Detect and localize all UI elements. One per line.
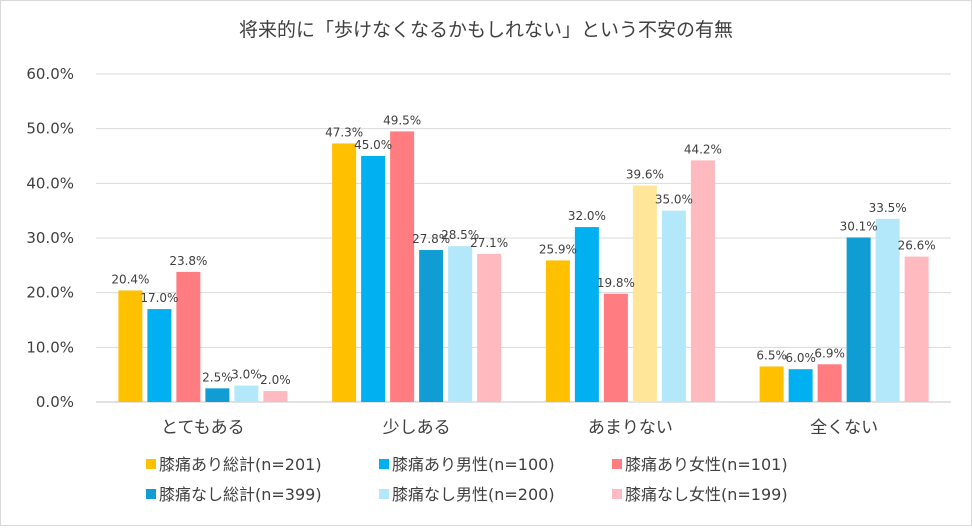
bar xyxy=(603,293,628,402)
legend-label: 膝痛あり男性(n=100) xyxy=(392,455,555,474)
data-label: 32.0% xyxy=(568,209,606,223)
data-label: 19.8% xyxy=(597,276,635,290)
data-label: 17.0% xyxy=(140,291,178,305)
legend: 膝痛あり総計(n=201) 膝痛あり男性(n=100) 膝痛あり女性(n=101) 膝… xyxy=(146,455,788,504)
bar xyxy=(118,290,143,402)
data-label: 3.0% xyxy=(231,368,262,382)
y-tick-label: 30.0% xyxy=(26,229,74,247)
bar xyxy=(875,218,900,402)
y-tick-label: 50.0% xyxy=(26,120,74,138)
legend-label: 膝痛なし女性(n=199) xyxy=(625,485,788,504)
bar xyxy=(332,143,357,402)
data-label: 27.8% xyxy=(412,232,450,246)
legend-swatch xyxy=(379,489,389,499)
bar xyxy=(448,246,473,402)
data-label: 49.5% xyxy=(383,113,421,127)
bar xyxy=(390,131,415,402)
bar xyxy=(904,256,929,402)
data-label: 26.6% xyxy=(898,239,936,253)
legend-swatch xyxy=(379,459,389,469)
legend-swatch xyxy=(146,489,156,499)
x-tick-label: 少しある xyxy=(383,418,451,438)
bar xyxy=(574,227,599,402)
legend-swatch xyxy=(612,489,622,499)
x-tick-label: あまりない xyxy=(588,418,673,438)
data-label: 6.5% xyxy=(756,348,787,362)
bar xyxy=(147,309,172,402)
bar xyxy=(361,156,386,402)
legend-label: 膝痛あり女性(n=101) xyxy=(625,455,788,474)
bar xyxy=(477,253,502,402)
data-label: 6.0% xyxy=(785,351,816,365)
bar xyxy=(817,364,842,402)
x-tick-label: とてもある xyxy=(161,418,245,438)
data-label: 45.0% xyxy=(354,138,392,152)
data-label: 25.9% xyxy=(539,242,577,256)
data-label: 30.1% xyxy=(840,219,878,233)
y-tick-label: 40.0% xyxy=(26,174,74,192)
y-tick-label: 10.0% xyxy=(26,338,74,356)
data-label: 28.5% xyxy=(441,228,479,242)
data-label: 47.3% xyxy=(325,125,363,139)
data-label: 33.5% xyxy=(869,201,907,215)
data-label: 27.1% xyxy=(470,236,508,250)
y-axis-ticks: 0.0% 10.0% 20.0% 30.0% 40.0% 50.0% 60.0% xyxy=(26,65,74,411)
bar xyxy=(690,160,715,402)
x-axis-ticks: とてもある 少しある あまりない 全くない xyxy=(161,418,878,438)
legend-label: 膝痛なし総計(n=399) xyxy=(159,485,322,504)
bar xyxy=(788,369,813,402)
data-labels: 20.4% 17.0% 23.8% 2.5%3.0%2.0% 47.3%45.0% 49.… xyxy=(111,113,935,387)
y-tick-label: 60.0% xyxy=(26,65,74,83)
data-label: 44.2% xyxy=(684,142,722,156)
data-label: 2.0% xyxy=(260,373,291,387)
bar xyxy=(176,271,201,402)
legend-swatch xyxy=(146,459,156,469)
legend-label: 膝痛あり総計(n=201) xyxy=(159,455,322,474)
bar xyxy=(846,237,871,402)
bar xyxy=(263,391,288,402)
data-label: 2.5% xyxy=(202,370,233,384)
bar xyxy=(545,260,570,402)
bar xyxy=(419,250,444,402)
data-label: 20.4% xyxy=(111,272,149,286)
y-tick-label: 0.0% xyxy=(36,393,74,411)
bar xyxy=(205,388,230,402)
bar xyxy=(632,185,657,402)
bars xyxy=(118,131,929,402)
legend-label: 膝痛なし男性(n=200) xyxy=(392,485,555,504)
bar xyxy=(661,210,686,402)
data-label: 23.8% xyxy=(169,254,207,268)
chart-title: 将来的に「歩けなくなるかもしれない」という不安の有無 xyxy=(239,19,733,41)
data-label: 6.9% xyxy=(814,346,845,360)
x-tick-label: 全くない xyxy=(810,418,878,438)
bar xyxy=(234,385,259,402)
data-label: 35.0% xyxy=(655,193,693,207)
y-tick-label: 20.0% xyxy=(26,284,74,302)
legend-swatch xyxy=(612,459,622,469)
bar xyxy=(759,366,784,402)
data-label: 39.6% xyxy=(626,168,664,182)
